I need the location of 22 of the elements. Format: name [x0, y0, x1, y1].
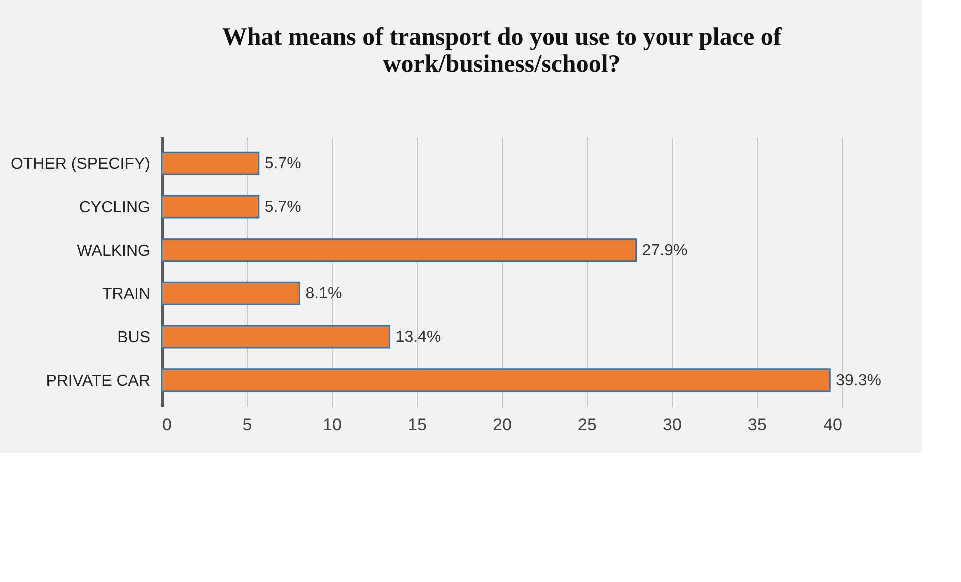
x-tick-label: 30: [663, 416, 682, 434]
y-tick-label: CYCLING: [79, 200, 150, 216]
y-tick-label: WALKING: [77, 242, 150, 260]
chart-title: What means of transport do you use to your place of work/business/school?: [222, 24, 782, 78]
y-tick-label: PRIVATE CAR: [46, 372, 150, 390]
data-label: 5.7%: [264, 199, 302, 216]
y-tick-label: BUS: [118, 330, 150, 346]
x-tick-label: 15: [408, 416, 427, 434]
x-tick-label: 25: [578, 416, 597, 434]
x-tick-label: 10: [323, 416, 342, 434]
x-tick-label: 5: [242, 416, 252, 434]
x-tick-label: 20: [493, 416, 512, 434]
x-tick-label: 40: [824, 416, 842, 434]
y-tick-label: TRAIN: [102, 286, 150, 304]
data-label: 13.4%: [396, 329, 442, 346]
data-label: 8.1%: [306, 286, 342, 303]
data-label: 27.9%: [642, 242, 688, 260]
data-label: 39.3%: [836, 372, 882, 390]
data-label: 5.7%: [264, 156, 302, 173]
x-tick-label: 35: [748, 416, 767, 434]
y-tick-label: OTHER (SPECIFY): [10, 156, 150, 174]
x-tick-label: 0: [162, 416, 172, 434]
